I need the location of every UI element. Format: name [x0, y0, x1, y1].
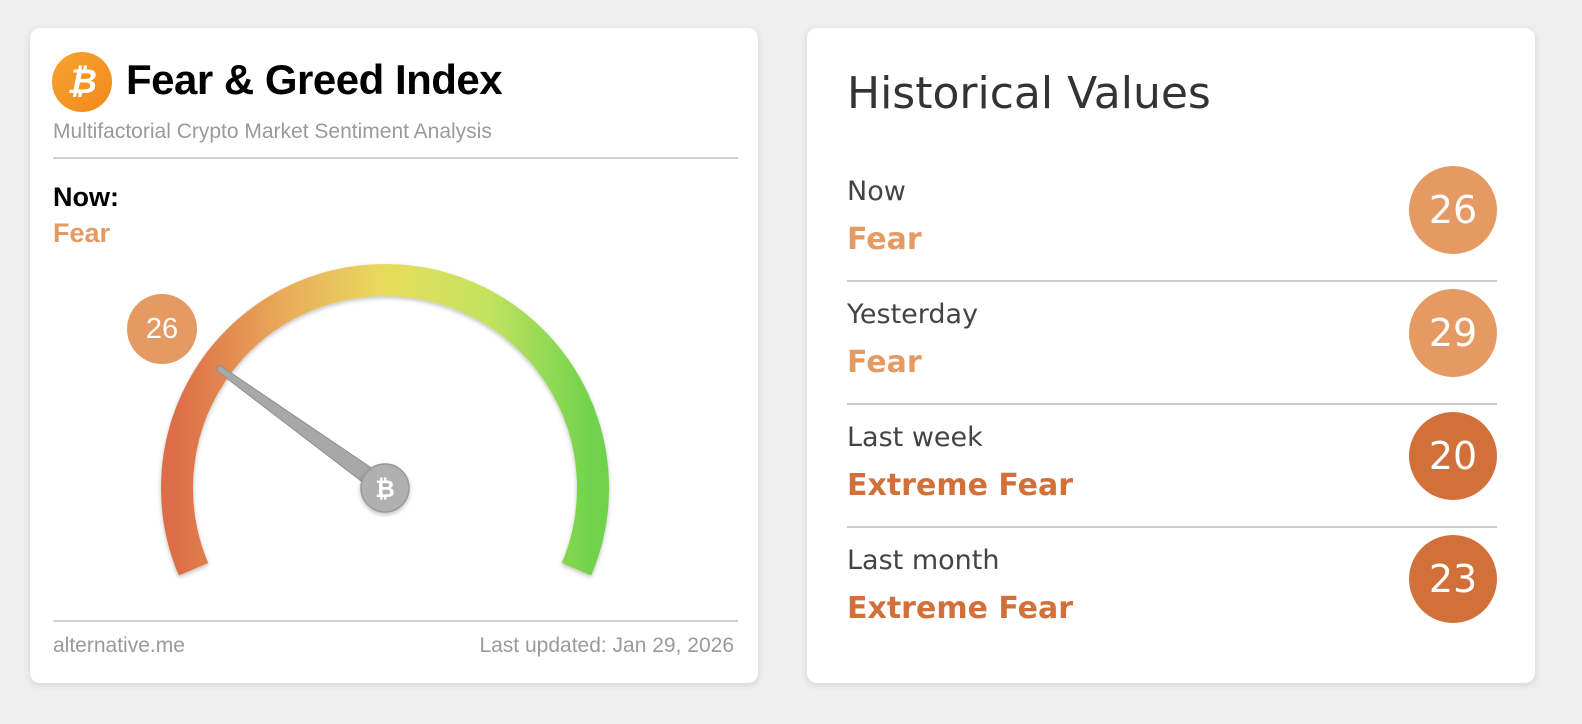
divider — [53, 157, 738, 159]
history-row-now: Now Fear 26 — [847, 166, 1497, 299]
row-value: 23 — [1409, 535, 1497, 623]
row-label: Now — [847, 176, 906, 207]
now-status: Fear — [53, 218, 111, 248]
bitcoin-icon: ₿ — [375, 475, 395, 503]
row-status: Extreme Fear — [847, 591, 1074, 626]
fear-greed-card: ₿ Fear & Greed Index Multifactorial Cryp… — [30, 28, 758, 683]
history-row-yesterday: Yesterday Fear 29 — [847, 289, 1497, 422]
historical-values-card: Historical Values Now Fear 26 Yesterday … — [807, 28, 1535, 683]
bitcoin-icon: ₿ — [52, 52, 112, 112]
history-row-last-week: Last week Extreme Fear 20 — [847, 412, 1497, 545]
row-value: 29 — [1409, 289, 1497, 377]
gauge-value-badge: 26 — [127, 294, 197, 364]
gauge-hub — [360, 463, 410, 513]
history-row-last-month: Last month Extreme Fear 23 — [847, 535, 1497, 668]
divider — [847, 280, 1497, 282]
card-title: Fear & Greed Index — [126, 56, 503, 103]
source-link[interactable]: alternative.me — [53, 634, 185, 657]
row-value: 26 — [1409, 166, 1497, 254]
card-subtitle: Multifactorial Crypto Market Sentiment A… — [53, 120, 492, 143]
row-label: Last week — [847, 422, 983, 453]
divider — [53, 620, 738, 622]
divider — [847, 403, 1497, 405]
gauge: ₿ — [161, 264, 609, 576]
row-status: Fear — [847, 345, 922, 380]
row-value: 20 — [1409, 412, 1497, 500]
row-status: Extreme Fear — [847, 468, 1074, 503]
last-updated: Last updated: Jan 29, 2026 — [479, 634, 734, 657]
row-label: Yesterday — [847, 299, 979, 330]
gauge-arc — [161, 264, 609, 576]
historical-title: Historical Values — [847, 68, 1211, 119]
row-label: Last month — [847, 545, 1000, 576]
now-label: Now: — [53, 182, 119, 212]
row-status: Fear — [847, 222, 922, 257]
divider — [847, 526, 1497, 528]
